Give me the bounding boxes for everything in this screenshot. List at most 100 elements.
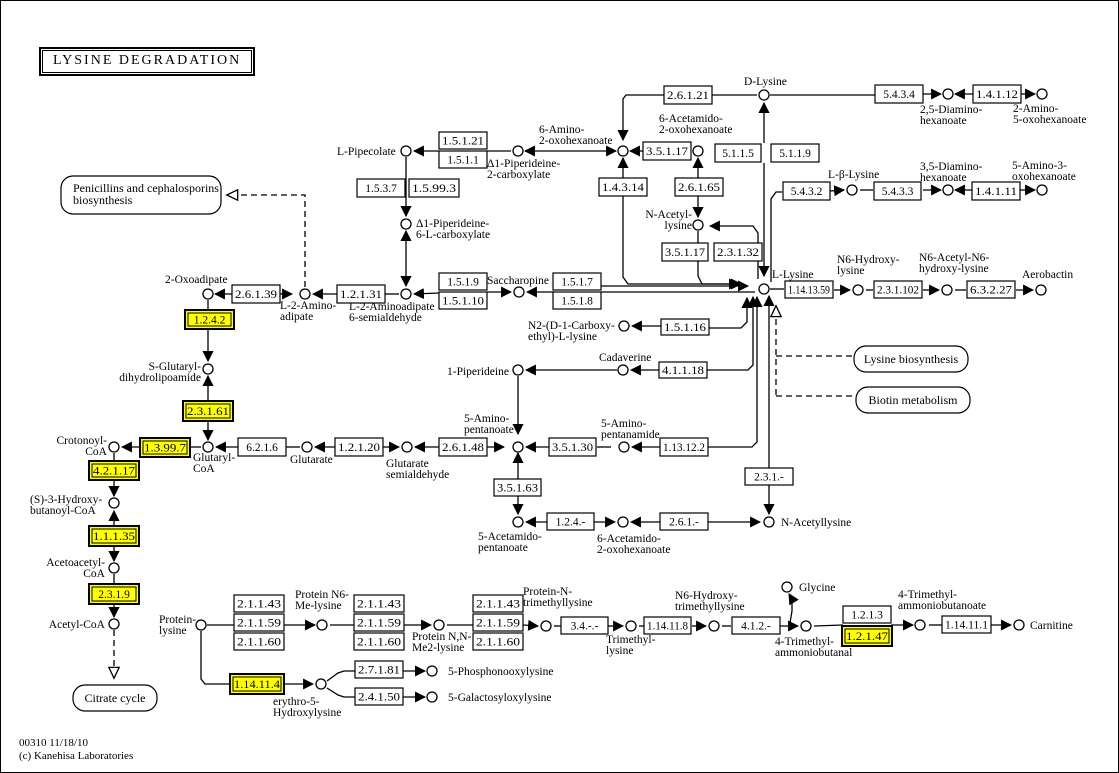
compound-node[interactable] <box>1035 284 1047 296</box>
compound-node[interactable] <box>108 618 120 630</box>
compound-node[interactable] <box>1036 88 1048 100</box>
enzyme-box-6.3.2.27[interactable]: 6.3.2.27 <box>966 280 1016 299</box>
compound-node[interactable] <box>512 364 524 376</box>
enzyme-box-2.1.1.59[interactable]: 2.1.1.59 <box>353 613 405 632</box>
pathway-link-box[interactable] <box>72 684 158 712</box>
compound-node[interactable] <box>708 620 720 632</box>
enzyme-box-1.3.99.7[interactable]: 1.3.99.7 <box>139 437 191 458</box>
enzyme-box-6.2.1.6[interactable]: 6.2.1.6 <box>237 437 287 457</box>
compound-node[interactable] <box>941 284 953 296</box>
enzyme-box-2.1.1.43[interactable]: 2.1.1.43 <box>353 594 405 613</box>
enzyme-box-2.6.1.65[interactable]: 2.6.1.65 <box>674 177 724 197</box>
enzyme-box-2.6.1.48[interactable]: 2.6.1.48 <box>438 437 488 457</box>
compound-node[interactable] <box>540 620 552 632</box>
enzyme-box-2.1.1.60[interactable]: 2.1.1.60 <box>353 632 405 651</box>
compound-node[interactable] <box>846 184 858 196</box>
enzyme-box-2.6.1.21[interactable]: 2.6.1.21 <box>663 85 713 105</box>
enzyme-box-1.14.11.8[interactable]: 1.14.11.8 <box>643 616 692 635</box>
compound-node[interactable] <box>1013 619 1025 631</box>
compound-node[interactable] <box>618 320 630 332</box>
enzyme-box-2.3.1.61[interactable]: 2.3.1.61 <box>182 400 234 422</box>
compound-node[interactable] <box>433 619 445 631</box>
enzyme-box-1.5.1.7[interactable]: 1.5.1.7 <box>552 272 602 291</box>
enzyme-box-1.14.11.1[interactable]: 1.14.11.1 <box>941 615 992 634</box>
enzyme-box-1.4.1.11[interactable]: 1.4.1.11 <box>971 181 1021 201</box>
compound-node[interactable] <box>202 441 214 453</box>
compound-node[interactable] <box>108 497 120 509</box>
enzyme-box-1.5.1.9[interactable]: 1.5.1.9 <box>438 272 488 291</box>
enzyme-box-1.5.1.21[interactable]: 1.5.1.21 <box>438 131 488 150</box>
compound-node[interactable] <box>625 620 637 632</box>
compound-node[interactable] <box>108 562 120 574</box>
enzyme-box-1.5.3.7[interactable]: 1.5.3.7 <box>356 178 406 198</box>
pathway-link[interactable]: Lysine biosynthesis <box>853 345 969 373</box>
enzyme-box-2.6.1.39[interactable]: 2.6.1.39 <box>231 284 281 304</box>
compound-node[interactable] <box>617 364 629 376</box>
compound-node[interactable] <box>301 441 313 453</box>
compound-node[interactable] <box>800 620 812 632</box>
enzyme-box-5.1.1.9[interactable]: 5.1.1.9 <box>770 143 820 163</box>
enzyme-box-3.5.1.30[interactable]: 3.5.1.30 <box>548 437 597 457</box>
enzyme-box-5.4.3.4[interactable]: 5.4.3.4 <box>874 84 924 104</box>
compound-node[interactable] <box>1036 184 1048 196</box>
enzyme-box-2.1.1.59[interactable]: 2.1.1.59 <box>233 613 285 632</box>
enzyme-box-2.1.1.60[interactable]: 2.1.1.60 <box>472 632 524 651</box>
pathway-link[interactable]: Biotin metabolism <box>855 386 971 414</box>
enzyme-box-1.14.13.59[interactable]: 1.14.13.59 <box>784 280 834 299</box>
enzyme-box-1.2.1.20[interactable]: 1.2.1.20 <box>334 437 384 457</box>
enzyme-box-1.14.11.4[interactable]: 1.14.11.4 <box>229 673 285 695</box>
enzyme-box-1.5.99.3[interactable]: 1.5.99.3 <box>408 178 460 198</box>
compound-node[interactable] <box>617 516 629 528</box>
compound-node[interactable] <box>512 441 524 453</box>
compound-node[interactable] <box>400 145 412 157</box>
compound-node[interactable] <box>195 619 207 631</box>
compound-node[interactable] <box>618 441 630 453</box>
enzyme-box-2.1.1.43[interactable]: 2.1.1.43 <box>233 594 285 613</box>
compound-node[interactable] <box>202 288 214 300</box>
enzyme-box-3.5.1.63[interactable]: 3.5.1.63 <box>493 478 542 497</box>
pathway-link[interactable]: Citrate cycle <box>72 684 158 712</box>
enzyme-box-2.1.1.60[interactable]: 2.1.1.60 <box>233 632 285 651</box>
compound-node[interactable] <box>315 678 327 690</box>
enzyme-box-3.4.-.-[interactable]: 3.4.-.- <box>560 616 609 635</box>
compound-node[interactable] <box>108 441 120 453</box>
pathway-link-box[interactable] <box>60 175 222 215</box>
enzyme-box-2.3.1.32[interactable]: 2.3.1.32 <box>713 242 763 262</box>
compound-node[interactable] <box>942 184 954 196</box>
compound-node[interactable] <box>914 619 926 631</box>
enzyme-box-1.1.1.35[interactable]: 1.1.1.35 <box>88 525 140 547</box>
enzyme-box-2.7.1.81[interactable]: 2.7.1.81 <box>354 660 404 679</box>
enzyme-box-5.4.3.2[interactable]: 5.4.3.2 <box>782 181 831 201</box>
enzyme-box-1.13.12.2[interactable]: 1.13.12.2 <box>659 437 709 457</box>
compound-node[interactable] <box>400 218 412 230</box>
enzyme-box-1.2.1.31[interactable]: 1.2.1.31 <box>336 284 386 304</box>
pathway-link-box[interactable] <box>855 386 971 414</box>
compound-node[interactable] <box>299 288 311 300</box>
compound-node[interactable] <box>316 619 328 631</box>
enzyme-box-1.4.1.12[interactable]: 1.4.1.12 <box>972 84 1022 104</box>
compound-node[interactable] <box>781 581 793 593</box>
pathway-link-box[interactable] <box>853 345 969 373</box>
enzyme-box-4.2.1.17[interactable]: 4.2.1.17 <box>88 460 140 481</box>
enzyme-box-2.3.1.102[interactable]: 2.3.1.102 <box>873 280 923 299</box>
enzyme-box-2.3.1.-[interactable]: 2.3.1.- <box>744 467 794 486</box>
enzyme-box-4.1.2.-[interactable]: 4.1.2.- <box>731 616 781 635</box>
compound-node[interactable] <box>202 363 214 375</box>
compound-node[interactable] <box>852 284 864 296</box>
compound-node[interactable] <box>401 441 413 453</box>
enzyme-box-2.6.1.-[interactable]: 2.6.1.- <box>659 512 709 531</box>
enzyme-box-1.5.1.10[interactable]: 1.5.1.10 <box>438 291 488 310</box>
enzyme-box-3.5.1.17[interactable]: 3.5.1.17 <box>661 242 709 262</box>
enzyme-box-1.5.1.1[interactable]: 1.5.1.1 <box>438 150 488 169</box>
compound-node[interactable] <box>400 288 412 300</box>
enzyme-box-1.2.1.3[interactable]: 1.2.1.3 <box>842 605 892 624</box>
enzyme-box-4.1.1.18[interactable]: 4.1.1.18 <box>658 361 708 379</box>
compound-node[interactable] <box>513 286 525 298</box>
enzyme-box-1.4.3.14[interactable]: 1.4.3.14 <box>598 177 648 197</box>
enzyme-box-1.2.1.47[interactable]: 1.2.1.47 <box>841 625 893 647</box>
compound-node[interactable] <box>763 516 775 528</box>
compound-node[interactable] <box>942 88 954 100</box>
enzyme-box-2.4.1.50[interactable]: 2.4.1.50 <box>354 687 404 706</box>
compound-node[interactable] <box>617 145 629 157</box>
enzyme-box-2.1.1.59[interactable]: 2.1.1.59 <box>472 613 524 632</box>
